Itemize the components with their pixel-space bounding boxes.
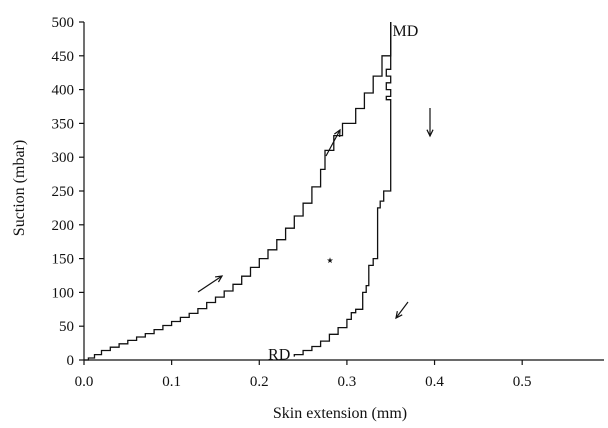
x-tick-label: 0.1	[162, 374, 181, 390]
loading-lower-arrow	[197, 275, 224, 293]
unloading-upper-arrow	[426, 108, 434, 138]
loading-curve	[84, 22, 392, 361]
annotation-label: MD	[392, 23, 418, 40]
y-tick-label: 350	[52, 116, 75, 132]
unloading-curve	[293, 22, 392, 357]
y-tick-label: 200	[52, 218, 75, 234]
annotation-label: ⋆	[325, 253, 335, 270]
y-tick-label: 300	[52, 150, 75, 166]
y-tick-label: 150	[52, 252, 75, 268]
annotations: MD RD ⋆	[268, 23, 418, 364]
loading-upper-arrow	[325, 128, 341, 157]
y-tick-label: 500	[52, 15, 75, 31]
y-tick-label: 50	[59, 319, 74, 335]
x-tick-label: 0.5	[513, 374, 532, 390]
curves	[84, 22, 392, 361]
axes	[79, 21, 604, 365]
y-tick-label: 400	[52, 83, 75, 99]
direction-arrows	[197, 108, 434, 320]
x-tick-label: 0.4	[425, 374, 444, 390]
x-tick-label: 0.3	[338, 374, 357, 390]
annotation-label: RD	[268, 347, 290, 364]
y-tick-label: 0	[67, 353, 75, 369]
tick-labels: 0 50 100 150 200 250 300 350 400 450 500 0.0 0.1 0.2 0…	[52, 15, 532, 390]
x-tick-label: 0.0	[75, 374, 94, 390]
unloading-lower-arrow	[395, 301, 409, 320]
x-axis-title: Skin extension (mm)	[273, 405, 407, 422]
y-tick-label: 250	[52, 184, 75, 200]
x-tick-label: 0.2	[250, 374, 269, 390]
y-tick-label: 450	[52, 49, 75, 65]
y-axis-title: Suction (mbar)	[11, 140, 28, 236]
y-tick-label: 100	[52, 285, 75, 301]
